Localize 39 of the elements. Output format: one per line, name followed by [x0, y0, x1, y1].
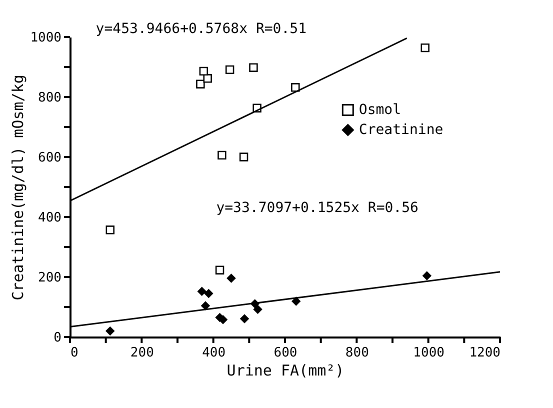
- y-tick-label: 800: [38, 90, 62, 106]
- x-tick-label: 1200: [469, 346, 500, 360]
- x-tick-label: 400: [202, 346, 226, 360]
- point: [203, 74, 212, 83]
- y-tick-label: 0: [54, 330, 62, 346]
- point: [196, 80, 205, 88]
- annotation: y=33.7097+0.1525x R=0.56: [216, 200, 418, 216]
- point: [291, 83, 300, 92]
- x-tick-label: 0: [70, 346, 78, 360]
- point: [240, 314, 249, 324]
- point: [204, 289, 214, 298]
- legend-label: Creatinine: [358, 122, 444, 138]
- x-tick-label: 1000: [413, 346, 444, 360]
- x-axis-title: Urine FA(mm²): [226, 362, 344, 380]
- point: [218, 150, 226, 160]
- y-tick-label: 400: [38, 210, 62, 226]
- point: [226, 274, 236, 283]
- point: [198, 287, 206, 296]
- point: [106, 326, 114, 336]
- point: [292, 296, 300, 306]
- point: [225, 65, 234, 74]
- x-tick-label: 800: [345, 346, 369, 360]
- y-tick-label: 200: [38, 270, 62, 286]
- point: [201, 301, 210, 310]
- annotation: y=453.9466+0.5768x R=0.51: [96, 21, 307, 37]
- point: [215, 266, 224, 274]
- legend-label: Osmol: [358, 102, 402, 118]
- point: [239, 152, 248, 162]
- y-tick-label: 600: [38, 150, 62, 166]
- x-tick-label: 600: [274, 346, 298, 360]
- point: [249, 63, 258, 72]
- point: [420, 43, 430, 52]
- y-axis-title: Creatinine(mg/dl) mOsm/kg: [9, 74, 28, 300]
- y-tick-label: 1000: [30, 30, 62, 46]
- point: [199, 66, 208, 76]
- x-tick-label: 200: [130, 346, 154, 360]
- point: [422, 271, 432, 280]
- point: [253, 305, 262, 314]
- point: [106, 226, 114, 234]
